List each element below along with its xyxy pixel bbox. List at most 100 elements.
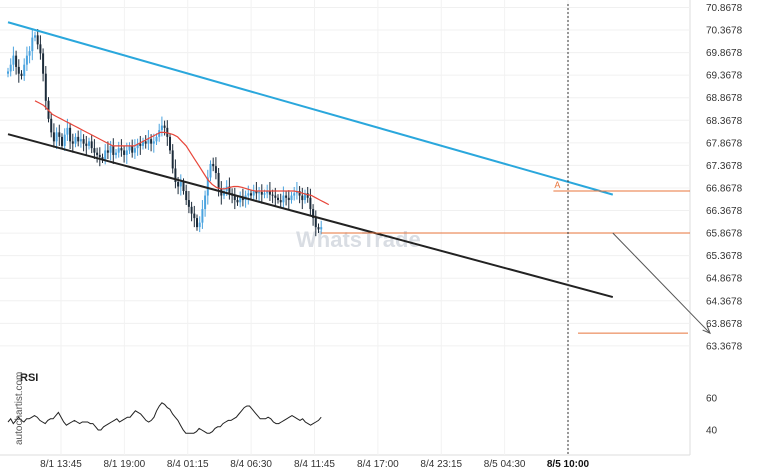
candle-body — [277, 197, 279, 201]
projection-arrow-head — [702, 325, 711, 335]
y-tick-label: 68.3678 — [706, 116, 743, 127]
y-tick-label: 65.3678 — [706, 251, 743, 262]
candle-body — [193, 213, 196, 219]
projection-arrow-line — [612, 232, 711, 334]
y-tick-label: 65.8678 — [706, 229, 743, 240]
candle-body — [228, 186, 231, 194]
candle-body — [112, 145, 115, 155]
candle-body — [266, 191, 269, 194]
y-tick-label: 64.3678 — [706, 296, 743, 307]
candle-body — [74, 136, 77, 144]
candle-body — [190, 206, 193, 214]
candle-body — [177, 182, 180, 187]
candle-body — [139, 143, 142, 146]
candle-body — [136, 143, 139, 149]
candle-body — [147, 139, 150, 144]
x-tick-label: 8/4 11:45 — [294, 459, 335, 470]
rsi-label: RSI — [20, 372, 38, 384]
candle-body — [36, 35, 39, 45]
candle-body — [12, 55, 15, 65]
rsi-tick-label: 60 — [706, 394, 718, 405]
y-tick-label: 63.8678 — [706, 319, 743, 330]
candle-body — [255, 191, 258, 194]
candle-body — [160, 125, 163, 131]
candle-body — [66, 127, 69, 135]
candle-body — [52, 132, 55, 142]
candle-body — [150, 139, 153, 144]
candle-body — [9, 64, 12, 72]
candle-body — [77, 136, 80, 142]
support-line — [7, 133, 614, 299]
candle-body — [71, 141, 74, 144]
candle-body — [15, 55, 18, 67]
candle-body — [198, 222, 201, 228]
candle-body — [17, 66, 20, 74]
y-tick-label: 70.3678 — [706, 26, 743, 37]
resistance-line — [7, 21, 614, 196]
candle-body — [23, 64, 26, 76]
candle-body — [55, 132, 58, 142]
candle-body — [28, 51, 31, 56]
candle-body — [174, 168, 177, 182]
candle-body — [142, 141, 144, 146]
candle-body — [314, 218, 317, 228]
candle-body — [187, 200, 190, 207]
candle-body — [201, 209, 204, 223]
candle-body — [25, 55, 28, 65]
trend-lines-layer: A — [7, 4, 711, 455]
candle-body — [115, 152, 117, 155]
candle-body — [120, 148, 123, 151]
candle-body — [128, 145, 131, 151]
candle-body — [82, 139, 85, 144]
rsi-line — [7, 402, 322, 434]
y-tick-label: 67.3678 — [706, 161, 743, 172]
candle-body — [104, 150, 107, 160]
candle-body — [239, 197, 242, 203]
candle-body — [196, 218, 198, 228]
candle-body — [260, 191, 263, 195]
y-tick-label: 68.8678 — [706, 93, 743, 104]
y-tick-label: 70.8678 — [706, 3, 743, 14]
candle-body — [279, 200, 282, 203]
rsi-panel: 60 40 — [7, 394, 718, 437]
x-tick-label: 8/5 04:30 — [484, 459, 526, 470]
candle-body — [304, 193, 306, 201]
x-axis-ticks: 8/1 13:45 8/1 19:00 8/4 01:15 8/4 06:30 8/4 … — [40, 459, 589, 470]
y-tick-label: 63.3678 — [706, 341, 743, 352]
candle-body — [101, 157, 104, 160]
candle-body — [133, 148, 136, 153]
y-tick-label: 64.8678 — [706, 274, 743, 285]
candle-body — [7, 71, 9, 74]
candle-body — [290, 195, 293, 201]
candle-body — [155, 136, 158, 142]
candle-body — [317, 227, 320, 230]
x-tick-label: 8/4 23:15 — [420, 459, 462, 470]
candle-body — [85, 143, 88, 146]
candle-body — [204, 195, 207, 210]
candle-body — [233, 195, 236, 201]
candle-body — [212, 163, 215, 167]
candle-body — [117, 148, 120, 153]
candle-body — [206, 177, 209, 196]
candle-body — [44, 73, 47, 101]
candle-body — [39, 44, 42, 54]
candle-body — [169, 136, 171, 151]
candle-body — [63, 134, 66, 146]
candle-body — [182, 182, 185, 192]
candle-body — [271, 194, 274, 196]
y-tick-label: 66.3678 — [706, 206, 743, 217]
candle-body — [125, 150, 128, 155]
rsi-tick-label: 40 — [706, 426, 718, 437]
candle-body — [88, 141, 90, 146]
candle-body — [287, 197, 290, 201]
candle-body — [171, 150, 174, 169]
x-tick-label: 8/4 01:15 — [167, 459, 209, 470]
candle-body — [50, 118, 53, 133]
candle-body — [241, 197, 244, 201]
candle-body — [320, 227, 323, 230]
candle-body — [285, 195, 288, 198]
candle-body — [93, 148, 96, 153]
candle-body — [247, 193, 250, 196]
candle-body — [96, 152, 99, 155]
